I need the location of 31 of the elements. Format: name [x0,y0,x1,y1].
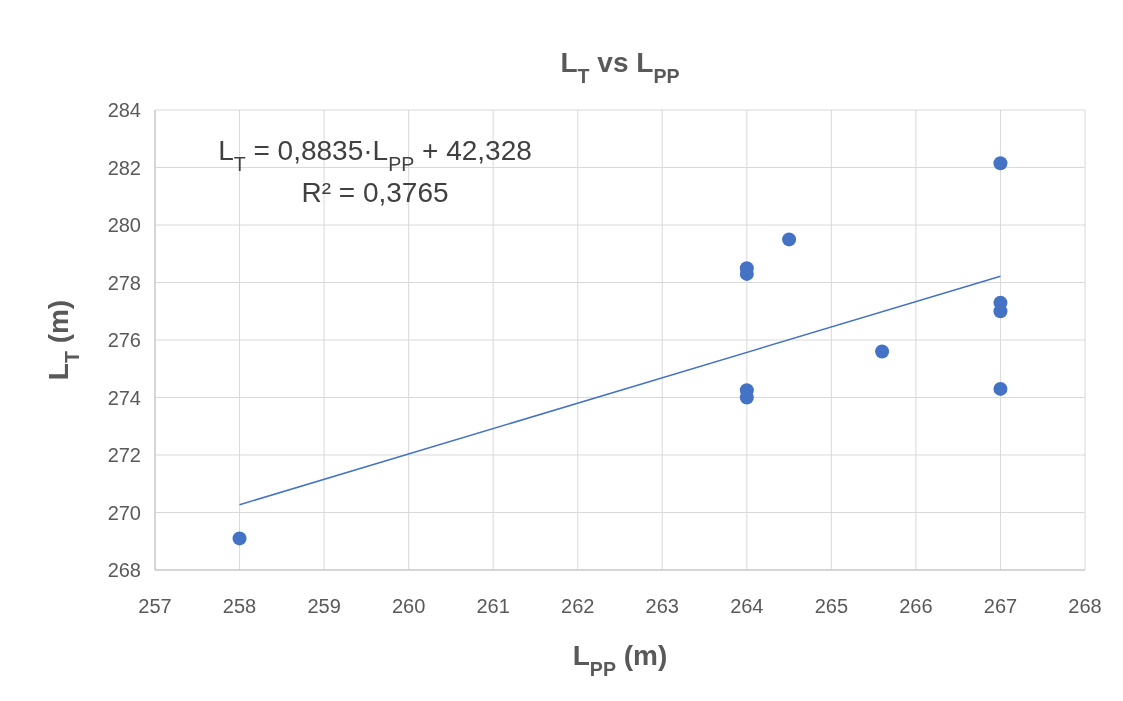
annotation: R² = 0,3765 [301,177,449,208]
x-tick-label: 267 [983,595,1018,617]
x-tick-label: 268 [1068,595,1102,617]
x-tick-label: 266 [899,595,933,617]
x-tick-label: 258 [222,595,257,617]
point [875,344,890,359]
y-tick-label: 274 [107,386,141,409]
x-tick-label: 260 [391,595,426,617]
y-tick-label: 268 [107,559,141,581]
point [993,304,1008,319]
chart-title: L$_{T}$ vs L$_{PP}$ [560,47,680,87]
y-tick-label: 278 [107,271,141,294]
x-tick-label: 265 [814,595,849,617]
x-tick-label: 259 [307,595,341,617]
x-tick-label: 261 [476,595,510,617]
y-tick-label: 272 [107,444,141,466]
x-tick-label: 264 [730,595,764,617]
x-tick-label: 257 [138,595,172,617]
y-tick-label: 282 [107,156,141,179]
y-tick-label: 270 [107,501,141,524]
x-tick-label: 262 [561,595,595,617]
y-tick-label: 280 [107,214,141,236]
y-tick-label: 276 [107,329,141,351]
point [993,156,1008,171]
point [232,531,247,546]
point [782,232,797,247]
y-tick-label: 284 [107,99,141,121]
annotation: L$_{T}$ = 0,8835·L$_{PP}$ + 42,328 [218,135,532,175]
x-axis-title: L$_{PP}$ (m) [572,640,668,680]
point [993,381,1008,396]
x-tick-label: 263 [645,595,679,617]
